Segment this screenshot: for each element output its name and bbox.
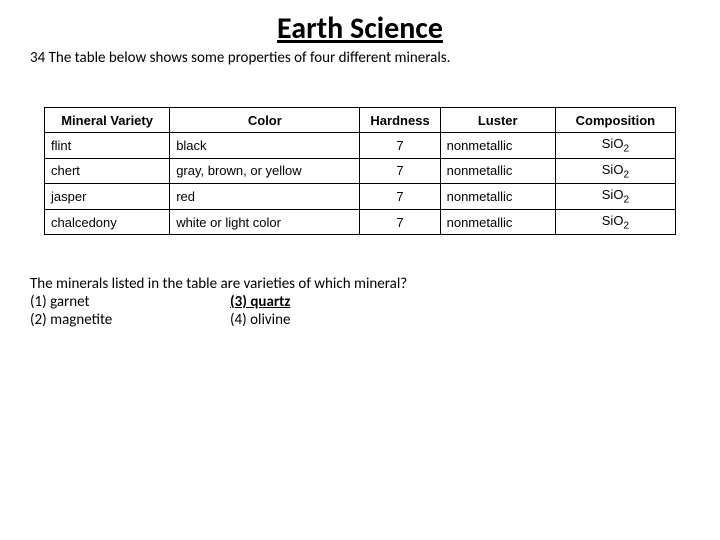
cell-color: black <box>170 133 360 159</box>
cell-hardness: 7 <box>360 209 440 235</box>
table-row: chert gray, brown, or yellow 7 nonmetall… <box>45 158 676 184</box>
comp-base: SiO <box>602 187 624 202</box>
comp-sub: 2 <box>623 169 629 180</box>
table-row: flint black 7 nonmetallic SiO2 <box>45 133 676 159</box>
table-row: chalcedony white or light color 7 nonmet… <box>45 209 676 235</box>
col-header-color: Color <box>170 108 360 133</box>
table-header-row: Mineral Variety Color Hardness Luster Co… <box>45 108 676 133</box>
cell-luster: nonmetallic <box>440 133 555 159</box>
cell-luster: nonmetallic <box>440 184 555 210</box>
cell-luster: nonmetallic <box>440 158 555 184</box>
cell-composition: SiO2 <box>555 133 675 159</box>
comp-sub: 2 <box>623 195 629 206</box>
answer-choice-4: (4) olivine <box>230 311 430 329</box>
comp-base: SiO <box>602 213 624 228</box>
cell-composition: SiO2 <box>555 209 675 235</box>
comp-sub: 2 <box>623 220 629 231</box>
cell-variety: chert <box>45 158 170 184</box>
minerals-table: Mineral Variety Color Hardness Luster Co… <box>44 107 676 235</box>
table-row: jasper red 7 nonmetallic SiO2 <box>45 184 676 210</box>
answer-choice-1: (1) garnet <box>30 293 230 311</box>
intro-text: The table below shows some properties of… <box>49 49 451 67</box>
page-title: Earth Science <box>30 10 690 47</box>
cell-color: white or light color <box>170 209 360 235</box>
question-intro: 34 The table below shows some properties… <box>30 49 690 67</box>
question-text: The minerals listed in the table are var… <box>30 275 690 293</box>
answer-choice-2: (2) magnetite <box>30 311 230 329</box>
col-header-luster: Luster <box>440 108 555 133</box>
col-header-variety: Mineral Variety <box>45 108 170 133</box>
cell-variety: jasper <box>45 184 170 210</box>
cell-composition: SiO2 <box>555 184 675 210</box>
cell-composition: SiO2 <box>555 158 675 184</box>
question-number: 34 <box>30 49 45 67</box>
cell-variety: chalcedony <box>45 209 170 235</box>
answer-choices: (1) garnet (3) quartz (2) magnetite (4) … <box>30 293 690 329</box>
cell-hardness: 7 <box>360 158 440 184</box>
answer-choice-3: (3) quartz <box>230 293 430 311</box>
col-header-composition: Composition <box>555 108 675 133</box>
cell-color: gray, brown, or yellow <box>170 158 360 184</box>
comp-sub: 2 <box>623 144 629 155</box>
col-header-hardness: Hardness <box>360 108 440 133</box>
comp-base: SiO <box>602 162 624 177</box>
slide-page: Earth Science 34 The table below shows s… <box>0 0 720 540</box>
cell-hardness: 7 <box>360 133 440 159</box>
cell-hardness: 7 <box>360 184 440 210</box>
cell-variety: flint <box>45 133 170 159</box>
cell-color: red <box>170 184 360 210</box>
comp-base: SiO <box>602 136 624 151</box>
cell-luster: nonmetallic <box>440 209 555 235</box>
